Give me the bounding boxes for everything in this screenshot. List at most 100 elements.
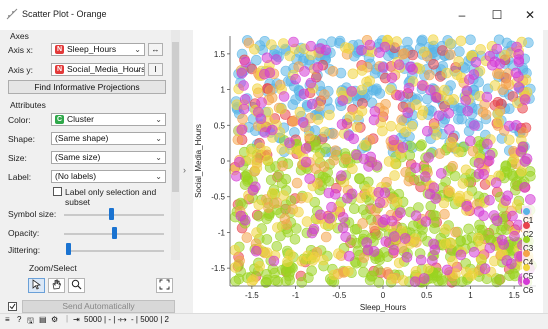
scatter-point-c5 bbox=[301, 216, 313, 227]
scatter-point-c6 bbox=[420, 216, 432, 227]
input-data-icon: ⇥ bbox=[73, 315, 80, 324]
scatter-point-c4 bbox=[264, 85, 276, 96]
scatter-point-c6 bbox=[420, 171, 431, 182]
scatter-point-c6 bbox=[346, 86, 357, 97]
scatter-point-c5 bbox=[293, 206, 304, 218]
scatter-point-c3 bbox=[291, 223, 302, 234]
scatter-point-c4 bbox=[271, 197, 283, 208]
scatter-point-c1 bbox=[326, 36, 337, 47]
scatter-point-c5 bbox=[444, 186, 456, 198]
zoom-tool-button[interactable] bbox=[68, 278, 85, 293]
scatter-point-c5 bbox=[489, 255, 500, 267]
scatter-point-c6 bbox=[256, 97, 267, 108]
scatter-point-c6 bbox=[444, 124, 455, 135]
scatter-point-c5 bbox=[441, 67, 453, 79]
scatter-point-c6 bbox=[340, 231, 351, 243]
chevron-down-icon: ⌄ bbox=[155, 153, 162, 162]
scatter-point-c3 bbox=[436, 274, 447, 285]
scatter-point-c6 bbox=[425, 84, 436, 96]
zoom-select-section-label: Zoom/Select bbox=[29, 263, 77, 273]
scatter-point-c4 bbox=[318, 161, 330, 172]
label-combo[interactable]: (No labels) ⌄ bbox=[51, 170, 166, 183]
shape-combo[interactable]: (Same shape) ⌄ bbox=[51, 132, 166, 145]
collapse-panel-arrow-icon[interactable]: › bbox=[183, 165, 186, 175]
scatter-point-c6 bbox=[478, 168, 489, 180]
report-icon[interactable]: ▤ bbox=[39, 315, 47, 324]
scatter-point-c6 bbox=[478, 210, 489, 221]
title-bar: Scatter Plot - Orange – ☐ ✕ bbox=[0, 0, 548, 30]
output-data-summary: - | 5000 | 2 bbox=[131, 315, 169, 324]
axis-y-label: Axis y: bbox=[8, 65, 34, 75]
chevron-down-icon: ⌄ bbox=[134, 65, 141, 74]
scatter-point-c6 bbox=[300, 156, 312, 168]
scatter-point-c6 bbox=[380, 236, 392, 247]
size-combo[interactable]: (Same size) ⌄ bbox=[51, 151, 166, 164]
scatter-point-c5 bbox=[278, 190, 289, 201]
scatter-point-c5 bbox=[397, 275, 409, 286]
swap-x-button[interactable]: ↔ bbox=[148, 43, 163, 56]
help-icon[interactable]: ? bbox=[17, 315, 22, 324]
select-tool-button[interactable] bbox=[28, 278, 45, 293]
scatter-point-c5 bbox=[347, 68, 359, 80]
legend-marker-c2 bbox=[523, 222, 530, 230]
scatter-point-c5 bbox=[344, 111, 356, 123]
scrollbar-thumb[interactable] bbox=[172, 42, 179, 192]
swap-y-button[interactable]: I bbox=[148, 63, 163, 76]
menu-icon[interactable]: ≡ bbox=[5, 315, 10, 324]
scatter-point-c6 bbox=[418, 273, 430, 284]
symbol-size-slider-handle[interactable] bbox=[109, 208, 114, 220]
scatter-point-c4 bbox=[279, 213, 291, 225]
numeric-variable-icon: N bbox=[55, 45, 64, 55]
pan-tool-button[interactable] bbox=[48, 278, 65, 293]
axis-x-combo[interactable]: N Sleep_Hours ⌄ bbox=[51, 43, 145, 56]
save-image-icon[interactable]: 🖫 bbox=[27, 316, 34, 325]
scatter-point-c6 bbox=[297, 117, 309, 128]
settings-icon[interactable]: ⚙ bbox=[51, 315, 59, 324]
scatter-point-c5 bbox=[445, 137, 457, 148]
maximize-button[interactable]: ☐ bbox=[491, 8, 503, 22]
scatter-point-c6 bbox=[521, 153, 533, 165]
shape-label: Shape: bbox=[8, 134, 35, 144]
scatter-point-c1 bbox=[367, 84, 379, 96]
label-only-selection-checkbox[interactable] bbox=[53, 187, 62, 196]
scatter-point-c6 bbox=[502, 190, 514, 202]
jittering-slider-handle[interactable] bbox=[66, 243, 71, 255]
jittering-slider[interactable] bbox=[66, 250, 164, 252]
legend-label-c4: C4 bbox=[523, 258, 534, 267]
find-informative-projections-button[interactable]: Find Informative Projections bbox=[8, 80, 166, 94]
scatter-point-c4 bbox=[450, 226, 461, 238]
y-tick-label: 0 bbox=[221, 157, 226, 166]
scatter-point-c6 bbox=[239, 214, 251, 226]
opacity-slider-handle[interactable] bbox=[112, 227, 117, 239]
axis-y-combo[interactable]: N Social_Media_Hours ⌄ bbox=[51, 63, 145, 76]
color-combo[interactable]: C Cluster ⌄ bbox=[51, 113, 166, 126]
scatter-point-c4 bbox=[357, 218, 368, 229]
scatter-point-c6 bbox=[436, 168, 447, 179]
scatter-point-c6 bbox=[361, 237, 372, 248]
legend-item-c4: C4 bbox=[523, 249, 542, 267]
x-axis-label: Sleep_Hours bbox=[360, 303, 406, 312]
scatter-point-c5 bbox=[251, 227, 262, 238]
scatter-point-c3 bbox=[373, 264, 384, 276]
scatter-point-c4 bbox=[480, 109, 492, 120]
scatter-point-c5 bbox=[294, 106, 306, 118]
send-automatically-button[interactable]: Send Automatically bbox=[22, 300, 175, 313]
scatter-point-c3 bbox=[289, 234, 301, 245]
scatter-plot-area[interactable]: -1.5 -1 -0.5 0 0.5 1 1.5 1.5 1 0.5 0 -0.5 -1 -1.5 Slee… bbox=[193, 30, 543, 313]
minimize-button[interactable]: – bbox=[458, 8, 466, 22]
scatter-point-c5 bbox=[359, 139, 370, 151]
opacity-label: Opacity: bbox=[8, 228, 40, 238]
reset-zoom-button[interactable] bbox=[156, 278, 173, 293]
scatter-point-c5 bbox=[516, 165, 528, 177]
scatter-point-c6 bbox=[473, 157, 485, 169]
control-panel-scrollbar[interactable] bbox=[171, 30, 180, 260]
scatter-point-c6 bbox=[410, 210, 422, 221]
close-button[interactable]: ✕ bbox=[524, 8, 536, 22]
send-automatically-checkbox[interactable] bbox=[8, 302, 17, 311]
scatter-point-c6 bbox=[481, 91, 493, 103]
symbol-size-slider[interactable] bbox=[64, 214, 164, 216]
scatter-point-c5 bbox=[457, 178, 469, 189]
scatter-point-c5 bbox=[438, 197, 450, 209]
scatter-point-c5 bbox=[419, 46, 430, 58]
scatter-point-c3 bbox=[260, 277, 272, 288]
